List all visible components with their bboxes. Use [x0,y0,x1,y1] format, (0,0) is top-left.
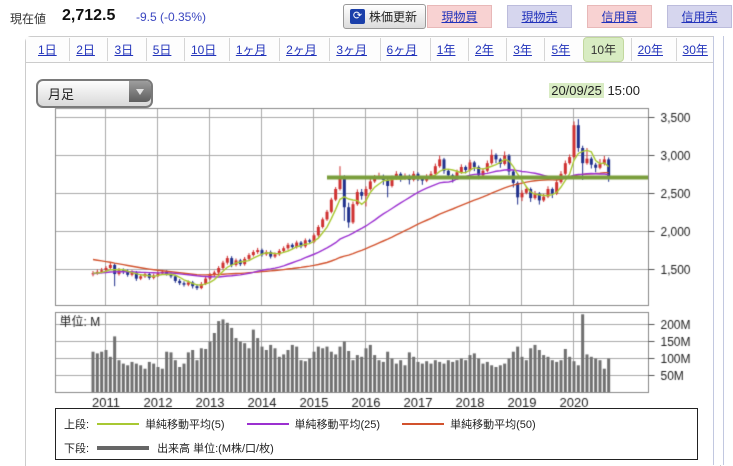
tab-2day[interactable]: 2日 [69,38,101,61]
ma25-line-swatch [246,423,289,425]
refresh-button-label: 株価更新 [369,10,418,24]
current-price-value: 2,712.5 [62,7,116,24]
tab-10year-selected[interactable]: 10年 [582,37,625,62]
tab-2year[interactable]: 2年 [468,38,500,61]
price-change: -9.5 (-0.35%) [136,10,207,24]
dropdown-arrow-icon [129,81,151,102]
ma25-label: 単純移動平均(25) [294,419,381,431]
quote-date: 20/09/25 [549,83,604,98]
refresh-icon: ⟳ [350,9,365,24]
current-price-label: 現在値 [10,12,47,26]
volume-legend-label: 出来高 単位:(M株/口/枚) [157,443,274,455]
tab-30year[interactable]: 30年 [675,38,714,61]
page-right-edge [713,36,724,465]
margin-sell-link[interactable]: 信用売 [667,5,732,28]
tab-20year[interactable]: 20年 [630,38,669,61]
legend-lower-label: 下段: [64,443,90,455]
legend-upper-row: 上段: 単純移動平均(5) 単純移動平均(25) 単純移動平均(50) [64,416,550,432]
cash-sell-link[interactable]: 現物売 [507,5,572,28]
tab-1day[interactable]: 1日 [38,43,57,57]
volume-line-swatch [97,446,150,450]
ma50-label: 単純移動平均(50) [450,419,536,431]
tab-5year[interactable]: 5年 [544,38,576,61]
legend-ma50: 単純移動平均(50) [402,416,536,432]
chart-legend: 上段: 単純移動平均(5) 単純移動平均(25) 単純移動平均(50) 下段: … [55,408,698,460]
tab-3day[interactable]: 3日 [107,38,139,61]
timeframe-selected-value: 月足 [48,87,75,102]
ma5-label: 単純移動平均(5) [145,419,225,431]
tab-5day[interactable]: 5日 [145,38,178,61]
tab-10day[interactable]: 10日 [183,38,222,61]
legend-ma25: 単純移動平均(25) [246,416,381,432]
margin-buy-link[interactable]: 信用買 [587,5,652,28]
cash-buy-link[interactable]: 現物買 [427,5,492,28]
tab-2month[interactable]: 2ヶ月 [279,38,323,61]
legend-upper-label: 上段: [64,419,90,431]
quote-bar: 現在値 2,712.5 -9.5 (-0.35%) ⟳ 株価更新 現物買 現物売… [0,0,733,34]
tab-1month[interactable]: 1ヶ月 [228,38,273,61]
price-volume-chart [28,104,722,410]
tab-6month[interactable]: 6ヶ月 [379,38,424,61]
tab-3year[interactable]: 3年 [506,38,538,61]
legend-lower-row: 下段: 出来高 単位:(M株/口/枚) [64,440,274,456]
quote-timestamp: 20/09/25 15:00 [549,83,640,98]
period-tabs: 1日 2日 3日 5日 10日 1ヶ月 2ヶ月 3ヶ月 6ヶ月 1年 2年 3年… [26,37,720,63]
refresh-quote-button[interactable]: ⟳ 株価更新 [343,4,427,29]
legend-ma5: 単純移動平均(5) [97,416,225,432]
ma50-line-swatch [402,423,445,425]
ma5-line-swatch [97,423,140,425]
quote-clock-time: 15:00 [607,83,640,98]
tab-3month[interactable]: 3ヶ月 [329,38,373,61]
tab-1year[interactable]: 1年 [429,38,462,61]
